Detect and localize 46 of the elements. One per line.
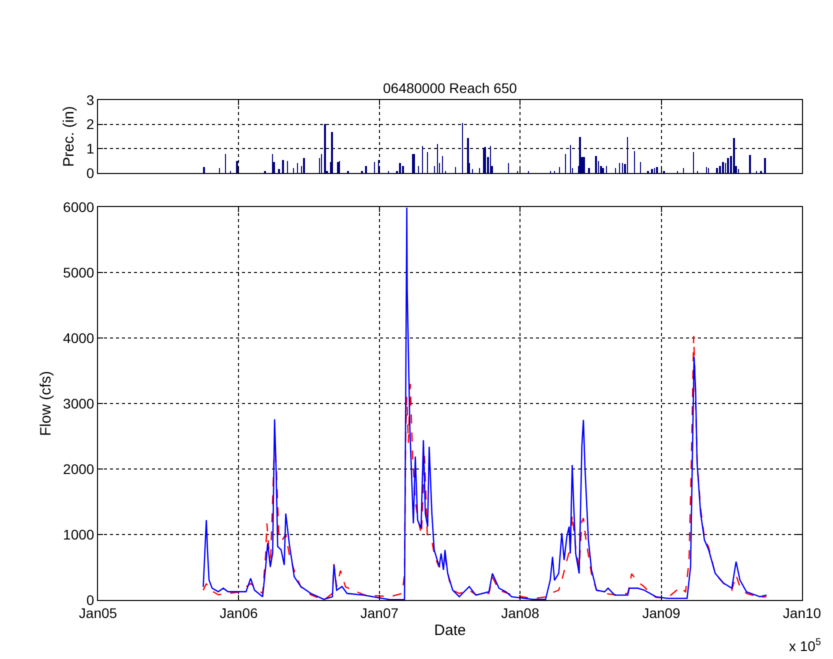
y-tick-label: 4000 bbox=[63, 330, 94, 346]
bar bbox=[203, 167, 205, 173]
bar bbox=[764, 158, 766, 173]
x-tick-label: Jan10 bbox=[782, 604, 822, 621]
bar bbox=[399, 163, 401, 173]
bar bbox=[719, 166, 721, 173]
x-tick-label: Jan08 bbox=[501, 604, 540, 621]
y-tick-label: 6000 bbox=[63, 198, 94, 215]
line-series bbox=[202, 207, 768, 600]
y-tick-label: 0 bbox=[86, 164, 94, 181]
x-tick-label: Jan09 bbox=[642, 604, 681, 621]
bar bbox=[733, 138, 735, 173]
y-tick-label: 3000 bbox=[63, 395, 94, 412]
bar bbox=[402, 166, 404, 173]
bar bbox=[727, 158, 729, 173]
bar bbox=[602, 168, 604, 173]
bar bbox=[303, 158, 305, 173]
bar bbox=[324, 124, 326, 173]
bar bbox=[282, 160, 284, 173]
bar bbox=[236, 161, 238, 173]
bar bbox=[656, 167, 658, 173]
y-tick-label: 1 bbox=[86, 140, 94, 157]
bar bbox=[278, 169, 280, 173]
x-tick-label: Jan07 bbox=[360, 604, 399, 621]
bar bbox=[595, 156, 597, 173]
bar bbox=[716, 168, 718, 173]
chart-title: 06480000 Reach 650 bbox=[383, 80, 518, 96]
x-tick-label: Jan06 bbox=[220, 604, 258, 621]
y-tick-label: 1000 bbox=[63, 526, 94, 542]
bar bbox=[583, 157, 585, 173]
text: x 10$^{5}$ bbox=[789, 637, 822, 654]
y-tick-label: 2000 bbox=[63, 460, 94, 477]
y-axis-title: Prec. (in) bbox=[60, 106, 78, 167]
x-axis-title: Date bbox=[434, 622, 466, 639]
bar bbox=[331, 132, 333, 173]
bar bbox=[651, 169, 653, 173]
bar bbox=[749, 155, 751, 173]
y-tick-label: 2 bbox=[86, 116, 94, 132]
line-series bbox=[202, 335, 768, 600]
bar bbox=[722, 162, 724, 173]
y-axis-title: Flow (cfs) bbox=[37, 371, 54, 436]
y-tick-label: 3 bbox=[86, 92, 94, 108]
y-tick-label: 5000 bbox=[63, 264, 94, 280]
bar bbox=[365, 166, 367, 173]
bar bbox=[579, 137, 581, 173]
bar bbox=[588, 168, 590, 173]
